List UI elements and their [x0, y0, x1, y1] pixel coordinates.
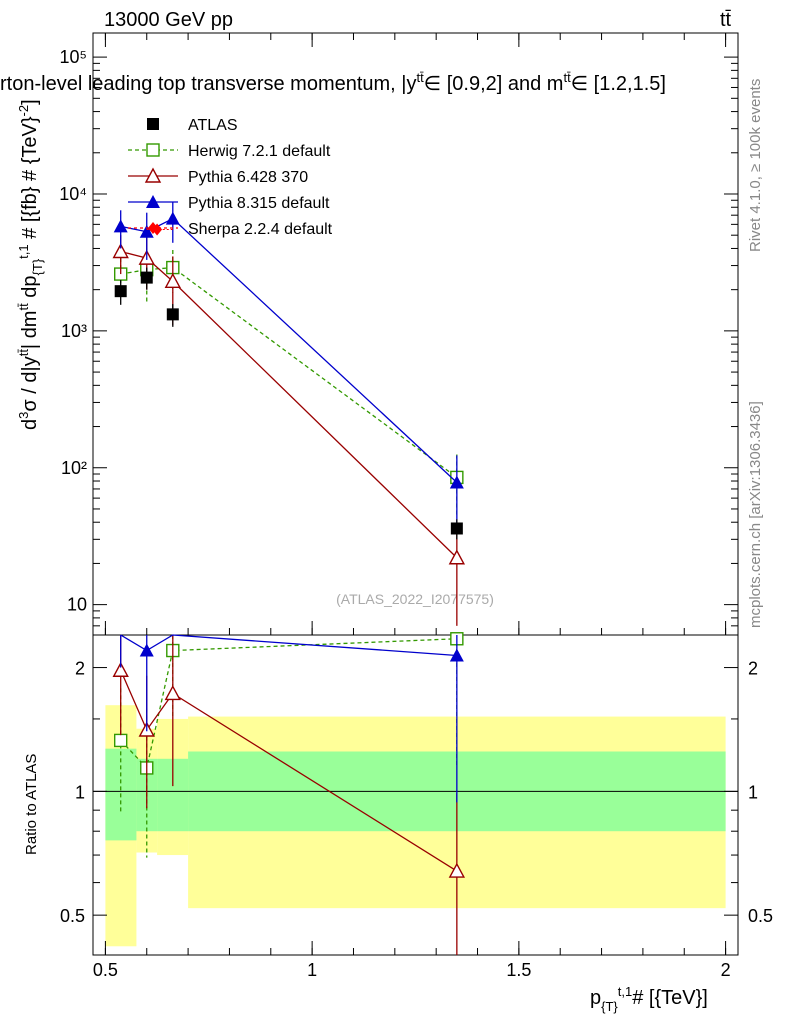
ratio-point-herwig-7-2-1-default	[114, 733, 128, 748]
ratio-plot-frame	[92, 634, 739, 956]
ratio-axis-ticks: 0.5 0.5 1 1 2 2	[60, 659, 773, 927]
main-point-pythia-8-315-default	[165, 211, 180, 225]
main-tick-label: 10³	[61, 321, 87, 341]
main-point-pythia-6-428-370	[164, 272, 181, 289]
legend-label-atlas: ATLAS	[188, 117, 238, 134]
main-point-pythia-8-315-default	[139, 224, 154, 238]
ratio-series	[112, 632, 466, 955]
ratio-tick-label-left: 0.5	[60, 906, 85, 926]
main-line-herwig-7-2-1-default	[120, 266, 458, 478]
legend-label-pythia-6-428-370: Pythia 6.428 370	[188, 169, 308, 186]
mcplots-label: mcplots.cern.ch [arXiv:1306.3436]	[747, 401, 764, 628]
legend-marker-pythia-6-428-370	[144, 167, 162, 183]
ratio-point-pythia-6-428-370	[112, 661, 129, 677]
energy-label: 13000 GeV pp	[104, 9, 233, 31]
ratio-line-herwig-7-2-1-default	[120, 638, 457, 770]
ratio-tick-label-right: 2	[748, 659, 758, 679]
ratio-line-pythia-6-428-370	[120, 670, 458, 872]
ratio-tick-label-left: 1	[75, 782, 85, 802]
main-point-atlas	[140, 271, 153, 284]
main-line-pythia-8-315-default	[120, 217, 458, 483]
x-tick-label: 0.5	[93, 960, 118, 980]
main-tick-label: 10⁴	[59, 184, 87, 204]
main-series	[112, 201, 466, 626]
legend-marker-pythia-8-315-default	[146, 195, 160, 208]
ratio-point-pythia-6-428-370	[164, 684, 181, 701]
legend-marker-atlas	[147, 118, 159, 130]
main-point-pythia-6-428-370	[448, 549, 466, 565]
main-axis-ticks: 10 10² 10³ 10⁴ 10⁵	[59, 47, 738, 636]
main-point-pythia-8-315-default	[449, 475, 464, 489]
legend-label-pythia-8-315-default: Pythia 8.315 default	[188, 195, 330, 212]
ratio-point-pythia-8-315-default	[139, 643, 154, 657]
x-tick-label: 1.5	[506, 960, 531, 980]
watermark: (ATLAS_2022_I2077575)	[336, 591, 494, 607]
ratio-point-pythia-6-428-370	[448, 862, 466, 878]
process-label: tt̄	[720, 9, 732, 31]
x-axis-label: p{T}t,1# [{TeV}]	[590, 984, 708, 1014]
y-axis-label-ratio: Ratio to ATLAS	[23, 754, 40, 855]
main-point-pythia-8-315-default	[113, 219, 128, 233]
main-point-pythia-6-428-370	[112, 243, 129, 259]
legend-label-herwig-7-2-1-default: Herwig 7.2.1 default	[188, 143, 331, 160]
main-tick-label: 10²	[61, 458, 87, 478]
main-tick-label: 10⁵	[60, 47, 87, 67]
x-tick-label: 2	[721, 960, 731, 980]
x-tick-label: 1	[307, 960, 317, 980]
main-tick-label: 10	[67, 595, 87, 615]
ratio-uncertainty-bands	[93, 705, 738, 947]
main-line-pythia-6-428-370	[120, 250, 458, 559]
main-point-atlas	[166, 308, 179, 321]
legend-label-sherpa-2-2-4-default: Sherpa 2.2.4 default	[188, 221, 333, 238]
ratio-line-pythia-8-315-default	[120, 634, 457, 657]
ratio-tick-label-right: 0.5	[748, 906, 773, 926]
x-axis-ticks: 0.5 1 1.5 2	[93, 33, 731, 980]
rivet-label: Rivet 4.1.0, ≥ 100k events	[747, 79, 764, 252]
legend: ATLAS Herwig 7.2.1 default Pythia 6.428 37…	[128, 117, 333, 238]
legend-marker-herwig-7-2-1-default	[146, 143, 160, 157]
ratio-point-pythia-8-315-default	[449, 648, 464, 662]
legend-marker-sherpa-2-2-4-default	[148, 222, 158, 234]
plot-subtitle: rton-level leading top transverse moment…	[0, 70, 666, 95]
ratio-tick-label-left: 2	[75, 659, 85, 679]
main-point-atlas	[114, 285, 127, 298]
ratio-tick-label-right: 1	[748, 782, 758, 802]
main-point-atlas	[450, 522, 463, 535]
y-axis-label-main: d3σ / d|ytt̄| dmtt̄ dp{T}t,1 # [{fb} # {…	[16, 99, 45, 430]
